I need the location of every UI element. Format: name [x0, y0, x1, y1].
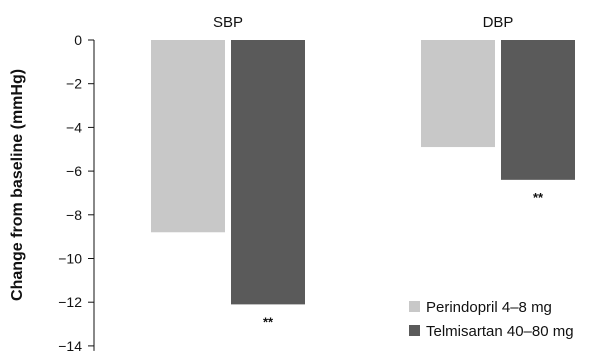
- y-tick-label: −12: [58, 294, 82, 310]
- y-tick-label: −10: [58, 251, 82, 267]
- y-axis-title: Change from baseline (mmHg): [9, 69, 26, 301]
- y-tick-label: 0: [74, 32, 82, 48]
- bar-dbp-series-1: [421, 40, 495, 148]
- category-label: DBP: [483, 14, 514, 31]
- significance-label: **: [263, 314, 274, 329]
- labels: Change from baseline (mmHg) SBP DBP ** **: [9, 14, 544, 329]
- legend-swatch: [409, 301, 420, 312]
- category-label: SBP: [213, 14, 243, 31]
- legend-label: Telmisartan 40–80 mg: [426, 323, 574, 340]
- y-tick-label: −6: [66, 163, 82, 179]
- significance-label: **: [533, 190, 544, 205]
- bar-sbp-series-1: [151, 40, 225, 233]
- axes: 0 −2 −4 −6 −8 −10 −12 −14: [58, 32, 95, 352]
- y-tick-label: −2: [66, 76, 82, 92]
- y-tick-label: −8: [66, 207, 82, 223]
- bar-sbp-series-2: [231, 40, 305, 305]
- bars: [151, 40, 575, 305]
- bar-dbp-series-2: [501, 40, 575, 180]
- legend: Perindopril 4–8 mg Telmisartan 40–80 mg: [409, 299, 574, 340]
- y-tick-label: −14: [58, 338, 82, 352]
- y-tick-label: −4: [66, 119, 82, 135]
- legend-swatch: [409, 325, 420, 336]
- legend-label: Perindopril 4–8 mg: [426, 299, 552, 316]
